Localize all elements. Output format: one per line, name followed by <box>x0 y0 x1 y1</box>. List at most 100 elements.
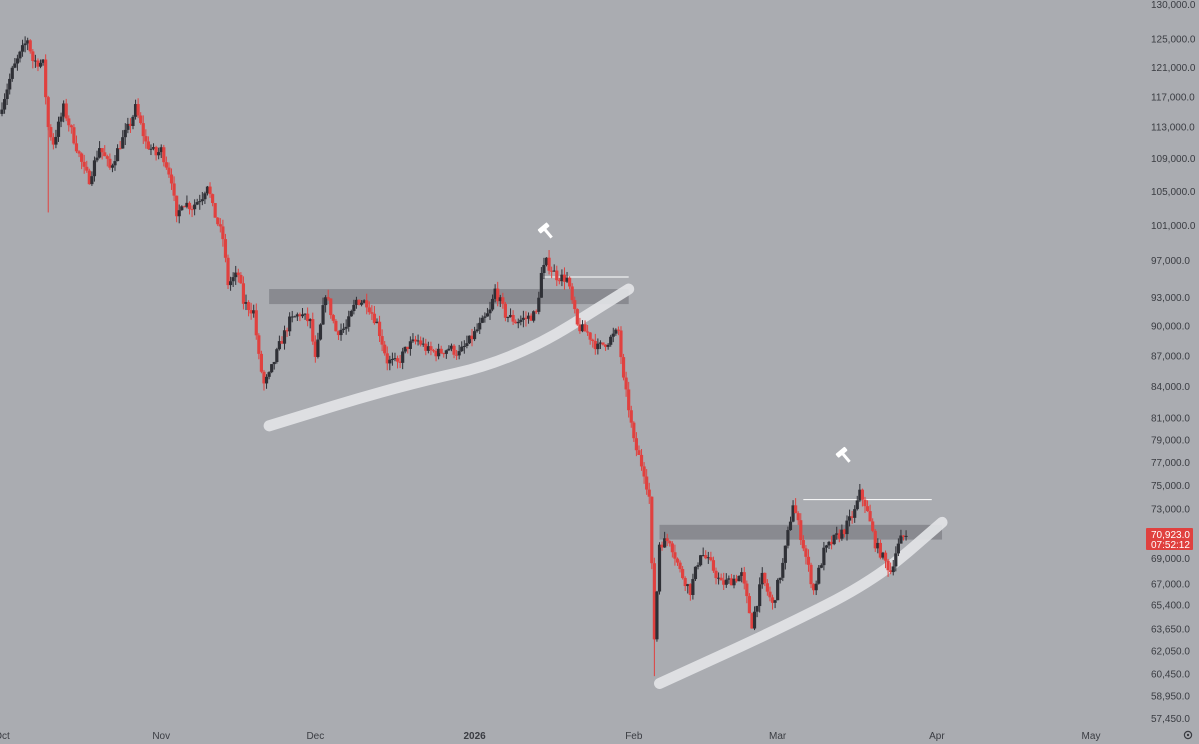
candle <box>339 323 343 341</box>
candle <box>596 338 600 355</box>
candle-body <box>280 341 284 344</box>
candle <box>485 307 490 317</box>
candle <box>324 295 328 313</box>
candle-body <box>5 89 9 100</box>
candle-body <box>149 148 153 150</box>
candle <box>221 219 225 247</box>
candle-body <box>98 148 102 158</box>
candle-body <box>881 552 885 558</box>
candle-body <box>434 351 438 357</box>
candle-body <box>493 288 497 299</box>
candle-body <box>285 330 289 332</box>
candle-body <box>544 257 549 265</box>
candle-body <box>288 316 292 332</box>
candle <box>77 150 81 158</box>
candle-body <box>419 340 423 345</box>
candle <box>131 114 135 130</box>
candle-body <box>642 466 646 477</box>
candle <box>85 160 89 173</box>
candle-body <box>591 339 595 342</box>
candle <box>64 98 68 122</box>
hammer-icon <box>537 222 553 239</box>
candle-body <box>814 583 818 591</box>
candle-body <box>28 40 32 52</box>
candle <box>95 150 99 163</box>
candle <box>308 318 312 329</box>
candle-body <box>277 341 281 350</box>
candle <box>639 448 644 471</box>
candle-body <box>218 224 222 227</box>
time-tick-label: 2026 <box>463 731 486 742</box>
candle <box>778 577 782 584</box>
candle-body <box>835 533 839 535</box>
candle-body <box>555 270 559 281</box>
candle <box>673 544 677 566</box>
candle-body <box>162 147 166 163</box>
candle <box>108 153 112 170</box>
candle-body <box>503 303 507 318</box>
candle <box>408 336 412 356</box>
price-tick-label: 69,000.0 <box>1151 554 1190 565</box>
candle <box>252 304 256 318</box>
candle <box>460 341 464 353</box>
candle <box>275 347 279 364</box>
candle <box>865 500 870 512</box>
candle-body <box>87 170 91 185</box>
candle <box>511 310 515 325</box>
candle-body <box>696 565 700 567</box>
candle-body <box>614 329 618 334</box>
candle-body <box>683 578 687 587</box>
candle-body <box>596 343 600 350</box>
candle-body <box>460 346 464 352</box>
candle-body <box>357 299 361 305</box>
candle <box>195 198 199 206</box>
candle-body <box>750 613 754 629</box>
candle-body <box>776 579 780 601</box>
candle-body <box>475 329 479 332</box>
candle <box>876 538 880 554</box>
candle <box>829 535 834 550</box>
candle-body <box>688 584 692 595</box>
candle-body <box>873 530 877 549</box>
candle-body <box>621 357 626 378</box>
candle-body <box>187 202 192 210</box>
price-tick-label: 62,050.0 <box>1151 647 1190 658</box>
candle <box>234 265 238 285</box>
candle-body <box>829 541 834 545</box>
candle-body <box>2 99 7 110</box>
candle-body <box>514 321 518 324</box>
candle <box>388 355 392 371</box>
candle-body <box>699 555 703 566</box>
candle-body <box>616 329 621 331</box>
candle <box>526 312 531 324</box>
candle <box>205 185 210 196</box>
candle-body <box>550 270 554 272</box>
candle <box>87 168 91 185</box>
candle-body <box>673 552 677 559</box>
candle-body <box>562 274 567 282</box>
candle <box>23 36 27 53</box>
candle-body <box>157 152 161 156</box>
candle <box>686 583 690 594</box>
price-axis[interactable]: 130,000.0 125,000.0 121,000.0 117,000.0 113,… <box>1151 0 1196 725</box>
candle <box>329 298 333 319</box>
candle-body <box>267 372 271 377</box>
candle <box>660 541 664 551</box>
time-axis[interactable]: Oct Nov Dec 2026 Feb Mar Apr May <box>0 731 1100 742</box>
candle-body <box>755 606 759 612</box>
candle-body <box>359 302 364 305</box>
candle-body <box>740 572 744 576</box>
candle-body <box>508 314 513 317</box>
candle-body <box>426 346 430 351</box>
candle-body <box>496 288 500 302</box>
candle-body <box>498 297 502 302</box>
candle <box>514 319 518 324</box>
candle-body <box>26 40 30 44</box>
candle-body <box>876 542 880 549</box>
candle-body <box>216 217 220 225</box>
candle <box>745 580 749 604</box>
settings-icon[interactable] <box>1183 730 1193 740</box>
candle <box>693 566 698 581</box>
